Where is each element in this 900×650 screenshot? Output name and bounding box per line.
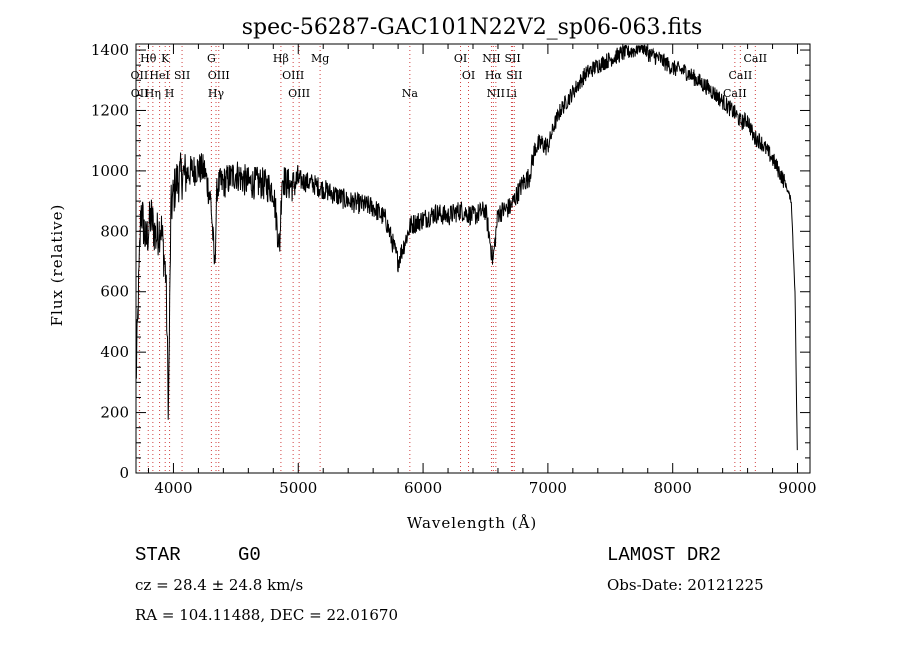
marker-label: NII [482, 52, 500, 65]
cz-value: cz = 28.4 ± 24.8 km/s [135, 576, 303, 594]
obs-date: Obs-Date: 20121225 [607, 576, 764, 594]
marker-label: OI [462, 69, 475, 82]
spectrum-series [135, 44, 798, 451]
marker-label: Hη [145, 87, 161, 100]
marker-label: Hβ [273, 52, 289, 65]
y-tick-label: 1200 [91, 101, 129, 119]
marker-label: Li [506, 87, 517, 100]
coordinates: RA = 104.11488, DEC = 22.01670 [135, 606, 398, 624]
marker-label: Hα [485, 69, 503, 82]
y-axis-label: Flux (relative) [48, 204, 66, 327]
marker-label: SII [504, 52, 520, 65]
marker-label: K [161, 52, 170, 65]
marker-label: OI [454, 52, 467, 65]
x-axis-label: Wavelength (Å) [407, 514, 537, 532]
plot-frame [135, 43, 811, 474]
chart-title: spec-56287-GAC101N22V2_sp06-063.fits [242, 15, 703, 40]
y-tick-label: 800 [100, 222, 129, 240]
marker-label: OII [131, 87, 149, 100]
class-label: STAR [135, 544, 181, 566]
marker-label: CaII [743, 52, 767, 65]
marker-label: G [207, 52, 216, 65]
x-tick-label: 4000 [154, 479, 192, 497]
marker-label: OIII [208, 69, 230, 82]
marker-label: OIII [288, 87, 310, 100]
survey-label: LAMOST DR2 [607, 544, 721, 566]
marker-label: HeI [149, 69, 169, 82]
marker-label: OII [131, 69, 149, 82]
x-tick-label: 8000 [654, 479, 692, 497]
emission-line-markers [138, 46, 756, 473]
y-tick-label: 0 [119, 464, 129, 482]
marker-label: H [165, 87, 175, 100]
plot-border [135, 43, 811, 474]
marker-label: CaII [729, 69, 753, 82]
subclass-label: G0 [238, 544, 261, 566]
y-tick-label: 600 [100, 283, 129, 301]
marker-label: Na [402, 87, 419, 100]
y-tick-label: 400 [100, 343, 129, 361]
x-tick-label: 5000 [279, 479, 317, 497]
y-tick-label: 200 [100, 404, 129, 422]
spectrum-line [135, 44, 798, 451]
marker-label: SII [506, 69, 522, 82]
marker-label: CaII [723, 87, 747, 100]
axis-ticks: 4000 5000 6000 7000 8000 9000 0 200 400 600 800 100… [91, 41, 817, 497]
marker-label: Hθ [140, 52, 157, 65]
marker-label: Hγ [208, 87, 225, 100]
marker-label: OIII [282, 69, 304, 82]
x-tick-label: 7000 [529, 479, 567, 497]
marker-label: NII [487, 87, 505, 100]
x-tick-label: 6000 [404, 479, 442, 497]
marker-label: Mg [311, 52, 329, 65]
x-tick-label: 9000 [778, 479, 816, 497]
marker-label: SII [174, 69, 190, 82]
y-tick-label: 1400 [91, 41, 129, 59]
y-tick-label: 1000 [91, 162, 129, 180]
